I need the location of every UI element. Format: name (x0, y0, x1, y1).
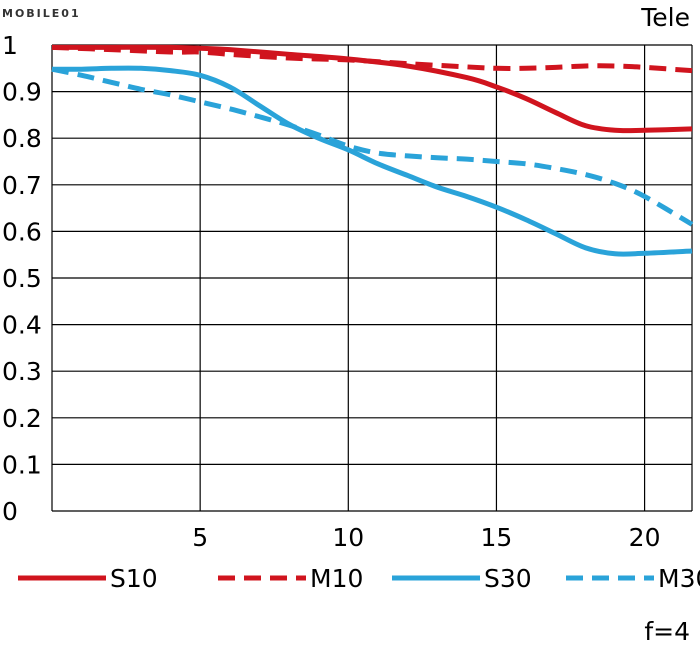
series-line-m30 (51, 66, 694, 227)
legend: S10 M10 S30 M30 (18, 564, 700, 593)
x-tick-label: 5 (192, 523, 208, 552)
legend-label-m10: M10 (310, 564, 363, 593)
aperture-label: f=4 (644, 617, 690, 646)
y-tick-label: 0.3 (2, 357, 42, 386)
legend-label-m30: M30 (658, 564, 700, 593)
x-tick-label: 15 (481, 523, 513, 552)
y-tick-label: 0.2 (2, 404, 42, 433)
y-tick-label: 0.5 (2, 264, 42, 293)
series-line-s30 (51, 65, 693, 257)
y-tick-label: 0.1 (2, 450, 42, 479)
watermark-text: MOBILE01 (2, 7, 81, 20)
series-line-m10 (51, 44, 693, 74)
mobile01-watermark: MOBILE01 (2, 7, 81, 20)
y-tick-label: 0.7 (2, 171, 42, 200)
grid (51, 44, 693, 512)
y-tick-label: 0.6 (2, 217, 42, 246)
legend-label-s10: S10 (110, 564, 158, 593)
series-line-s10 (52, 44, 693, 134)
x-tick-label: 10 (332, 523, 364, 552)
y-tick-label: 0.9 (2, 78, 42, 107)
y-tick-label: 0.4 (2, 311, 42, 340)
y-tick-label: 0 (2, 497, 18, 526)
x-tick-label: 20 (629, 523, 661, 552)
legend-label-s30: S30 (484, 564, 532, 593)
y-tick-label: 1 (2, 31, 18, 60)
series-lines (51, 44, 694, 257)
axis-tick-labels: 00.10.20.30.40.50.60.70.80.915 10 15 20 (2, 31, 660, 552)
chart-title: Tele (640, 3, 690, 32)
y-tick-label: 0.8 (2, 124, 42, 153)
